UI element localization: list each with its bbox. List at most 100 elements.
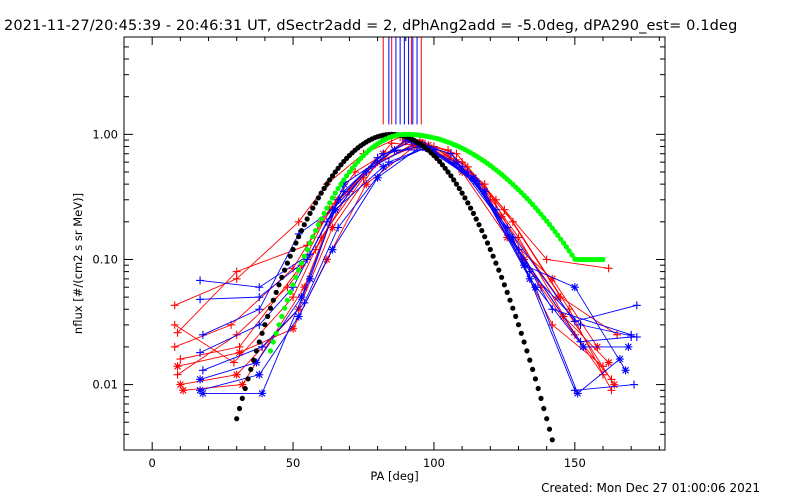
- black-fit-point: [301, 222, 307, 228]
- green-fit-point: [270, 339, 276, 345]
- green-fit-point: [279, 313, 285, 319]
- blue-plus-point: [630, 380, 639, 389]
- black-fit-point: [530, 366, 536, 372]
- black-fit-point: [318, 190, 324, 196]
- black-fit-point: [501, 282, 507, 288]
- marker-d2: [196, 376, 204, 383]
- green-fit-point: [541, 215, 547, 221]
- green-fit-point: [296, 267, 302, 273]
- black-fit-point: [242, 385, 248, 392]
- black-fit-point: [284, 260, 290, 266]
- black-fit-point: [453, 181, 460, 187]
- blue-plus-point: [322, 217, 331, 226]
- black-fit-point: [313, 200, 319, 206]
- red-plus-point: [289, 293, 298, 302]
- green-fit-point: [569, 252, 575, 258]
- blue-plus-point: [379, 149, 388, 158]
- black-fit-point: [276, 282, 282, 288]
- blue-asterisk-point: [255, 370, 264, 379]
- blue-plus-point: [258, 342, 267, 351]
- green-fit-point: [267, 348, 274, 354]
- marker-d2: [622, 366, 629, 374]
- fit-curves: [234, 131, 606, 443]
- green-fit-point: [284, 297, 290, 303]
- black-fit-point: [329, 173, 336, 179]
- green-fit-point: [321, 210, 327, 216]
- black-fit-point: [324, 181, 330, 187]
- blue-asterisk-point: [531, 283, 540, 292]
- green-fit-point: [338, 181, 344, 187]
- blue-asterisk-point: [196, 375, 205, 384]
- black-fit-point: [510, 305, 516, 311]
- green-fit-point: [335, 185, 341, 192]
- black-fit-point: [304, 216, 310, 222]
- red-plus-point: [232, 267, 241, 276]
- green-fit-point: [349, 165, 355, 171]
- blue-asterisk-point: [390, 145, 399, 154]
- blue-asterisk-point: [472, 177, 481, 186]
- green-fit-point: [552, 229, 558, 235]
- black-fit-point: [549, 437, 555, 443]
- y-tick-label: 1.00: [92, 127, 118, 141]
- marker-d2: [579, 343, 587, 351]
- black-fit-point: [459, 190, 465, 196]
- black-fit-point: [451, 177, 457, 183]
- blue-plus-point: [373, 153, 382, 162]
- black-fit-point: [541, 405, 547, 412]
- series-line-red: [177, 142, 604, 376]
- marker-d2: [331, 206, 339, 214]
- red-plus-point: [232, 330, 241, 339]
- black-fit-point: [259, 330, 265, 336]
- black-fit-point: [507, 297, 513, 303]
- blue-plus-point: [255, 320, 264, 329]
- black-fit-point: [290, 246, 296, 253]
- red-plus-point: [613, 330, 622, 339]
- marker-d2: [179, 386, 187, 394]
- black-fit-point: [490, 253, 496, 259]
- black-fit-point: [445, 169, 451, 175]
- red-plus-point: [170, 320, 179, 329]
- marker-d2: [236, 349, 243, 357]
- blue-asterisk-point: [379, 162, 388, 171]
- black-fit-point: [307, 210, 313, 216]
- blue-asterisk-point: [621, 366, 630, 375]
- series-line-blue: [199, 139, 635, 391]
- green-fit-point: [282, 305, 288, 311]
- red-asterisk-point: [173, 362, 182, 371]
- vertical-markers: [382, 37, 422, 125]
- blue-asterisk-point: [328, 245, 337, 254]
- marker-d2: [253, 359, 260, 366]
- series-line-blue: [199, 147, 629, 380]
- red-plus-point: [387, 139, 396, 148]
- green-fit-point: [346, 169, 352, 175]
- blue-asterisk-point: [579, 342, 588, 351]
- black-fit-point: [282, 267, 288, 273]
- green-fit-point: [561, 240, 567, 246]
- marker-d2: [233, 371, 241, 379]
- data-series: [170, 133, 641, 398]
- black-fit-point: [321, 185, 327, 192]
- red-plus-point: [232, 274, 241, 283]
- marker-d2: [605, 359, 613, 366]
- green-fit-point: [310, 234, 316, 240]
- marker-d2: [329, 224, 336, 231]
- red-asterisk-point: [232, 370, 241, 379]
- plot-frame: [123, 36, 666, 451]
- blue-plus-point: [196, 276, 205, 285]
- y-tick-label: 0.01: [92, 378, 118, 392]
- series-line-blue: [202, 142, 632, 343]
- series-line-blue: [199, 144, 626, 391]
- blue-plus-point: [255, 305, 264, 314]
- red-plus-point: [548, 320, 557, 329]
- green-fit-point: [298, 260, 305, 266]
- marker-d2: [289, 325, 297, 333]
- black-fit-point: [524, 348, 530, 354]
- black-fit-point: [273, 289, 279, 295]
- series-line-red: [174, 136, 609, 306]
- marker-d2: [571, 283, 579, 291]
- red-plus-point: [173, 370, 182, 379]
- red-plus-point: [176, 355, 185, 364]
- blue-plus-point: [196, 348, 205, 357]
- green-fit-point: [563, 244, 570, 250]
- blue-plus-point: [255, 283, 264, 292]
